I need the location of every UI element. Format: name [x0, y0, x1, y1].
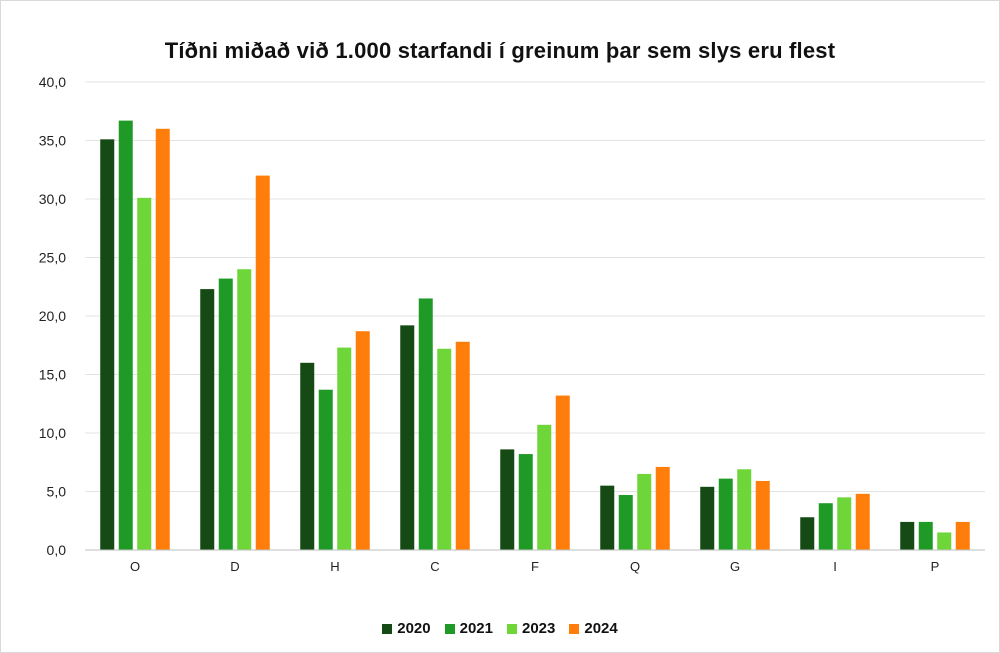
bar-P-2020 [900, 521, 915, 550]
x-category-label: O [130, 559, 140, 574]
legend-item-2023: 2023 [507, 620, 555, 637]
x-category-label: G [730, 559, 740, 574]
bar-Q-2021 [618, 495, 633, 550]
bar-F-2023 [537, 424, 552, 550]
y-axis-ticks: 0,0 5,0 10,0 15,0 20,0 25,0 30,0 35,0 40,0 [39, 74, 66, 558]
bar-C-2024 [455, 341, 470, 550]
bar-C-2020 [400, 325, 415, 550]
bar-H-2021 [318, 389, 333, 550]
gridlines [85, 81, 985, 492]
bar-C-2023 [437, 348, 452, 550]
legend-label: 2023 [522, 620, 556, 637]
legend-label: 2021 [459, 620, 493, 637]
bar-D-2020 [200, 289, 215, 550]
y-tick-label: 15,0 [39, 367, 66, 383]
bar-I-2021 [818, 503, 833, 550]
bar-Q-2020 [600, 485, 615, 550]
bar-G-2024 [755, 480, 770, 550]
x-category-label: F [531, 559, 539, 574]
y-tick-label: 40,0 [39, 74, 66, 90]
bar-F-2024 [555, 395, 570, 550]
legend-swatch [444, 623, 455, 634]
bar-D-2023 [237, 269, 252, 550]
bar-F-2020 [500, 449, 515, 550]
bar-G-2023 [737, 469, 752, 550]
legend-label: 2020 [397, 620, 431, 637]
bar-H-2024 [355, 331, 370, 550]
x-category-label: P [931, 559, 940, 574]
bar-O-2023 [137, 197, 152, 550]
x-category-label: I [833, 559, 837, 574]
bar-Q-2024 [655, 466, 670, 550]
legend-swatch [569, 623, 580, 634]
legend-item-2024: 2024 [569, 620, 618, 637]
bar-D-2021 [218, 278, 233, 550]
bar-O-2021 [118, 120, 133, 551]
legend-swatch [382, 623, 393, 634]
y-tick-label: 30,0 [39, 191, 66, 207]
bar-P-2024 [955, 521, 970, 550]
legend-item-2021: 2021 [444, 620, 493, 637]
bar-O-2020 [100, 139, 115, 550]
bar-C-2021 [418, 298, 433, 550]
bar-G-2020 [700, 486, 715, 550]
bar-P-2023 [937, 532, 952, 550]
bar-F-2021 [518, 454, 533, 550]
chart-title: Tíðni miðað við 1.000 starfandi í greinu… [164, 38, 836, 63]
y-tick-label: 35,0 [39, 133, 66, 149]
y-tick-label: 10,0 [39, 425, 66, 441]
bar-P-2021 [918, 521, 933, 550]
bar-Q-2023 [637, 473, 652, 550]
legend-item-2020: 2020 [382, 620, 431, 637]
x-category-label: H [330, 559, 339, 574]
x-category-label: Q [630, 559, 640, 574]
y-tick-label: 20,0 [39, 308, 66, 324]
bar-I-2024 [855, 493, 870, 550]
y-tick-label: 0,0 [47, 542, 67, 558]
bar-I-2023 [837, 497, 852, 550]
y-tick-label: 5,0 [47, 484, 67, 500]
bars [100, 120, 970, 551]
legend-label: 2024 [584, 620, 618, 637]
bar-O-2024 [155, 128, 170, 551]
bar-G-2021 [718, 478, 733, 550]
bar-H-2020 [300, 362, 315, 550]
legend: 2020 2021 2023 2024 [0, 620, 1000, 637]
bar-H-2023 [337, 347, 352, 550]
x-category-label: D [230, 559, 239, 574]
x-category-label: C [430, 559, 439, 574]
y-tick-label: 25,0 [39, 250, 66, 266]
bar-I-2020 [800, 517, 815, 550]
legend-swatch [507, 623, 517, 634]
bar-D-2024 [255, 175, 270, 550]
